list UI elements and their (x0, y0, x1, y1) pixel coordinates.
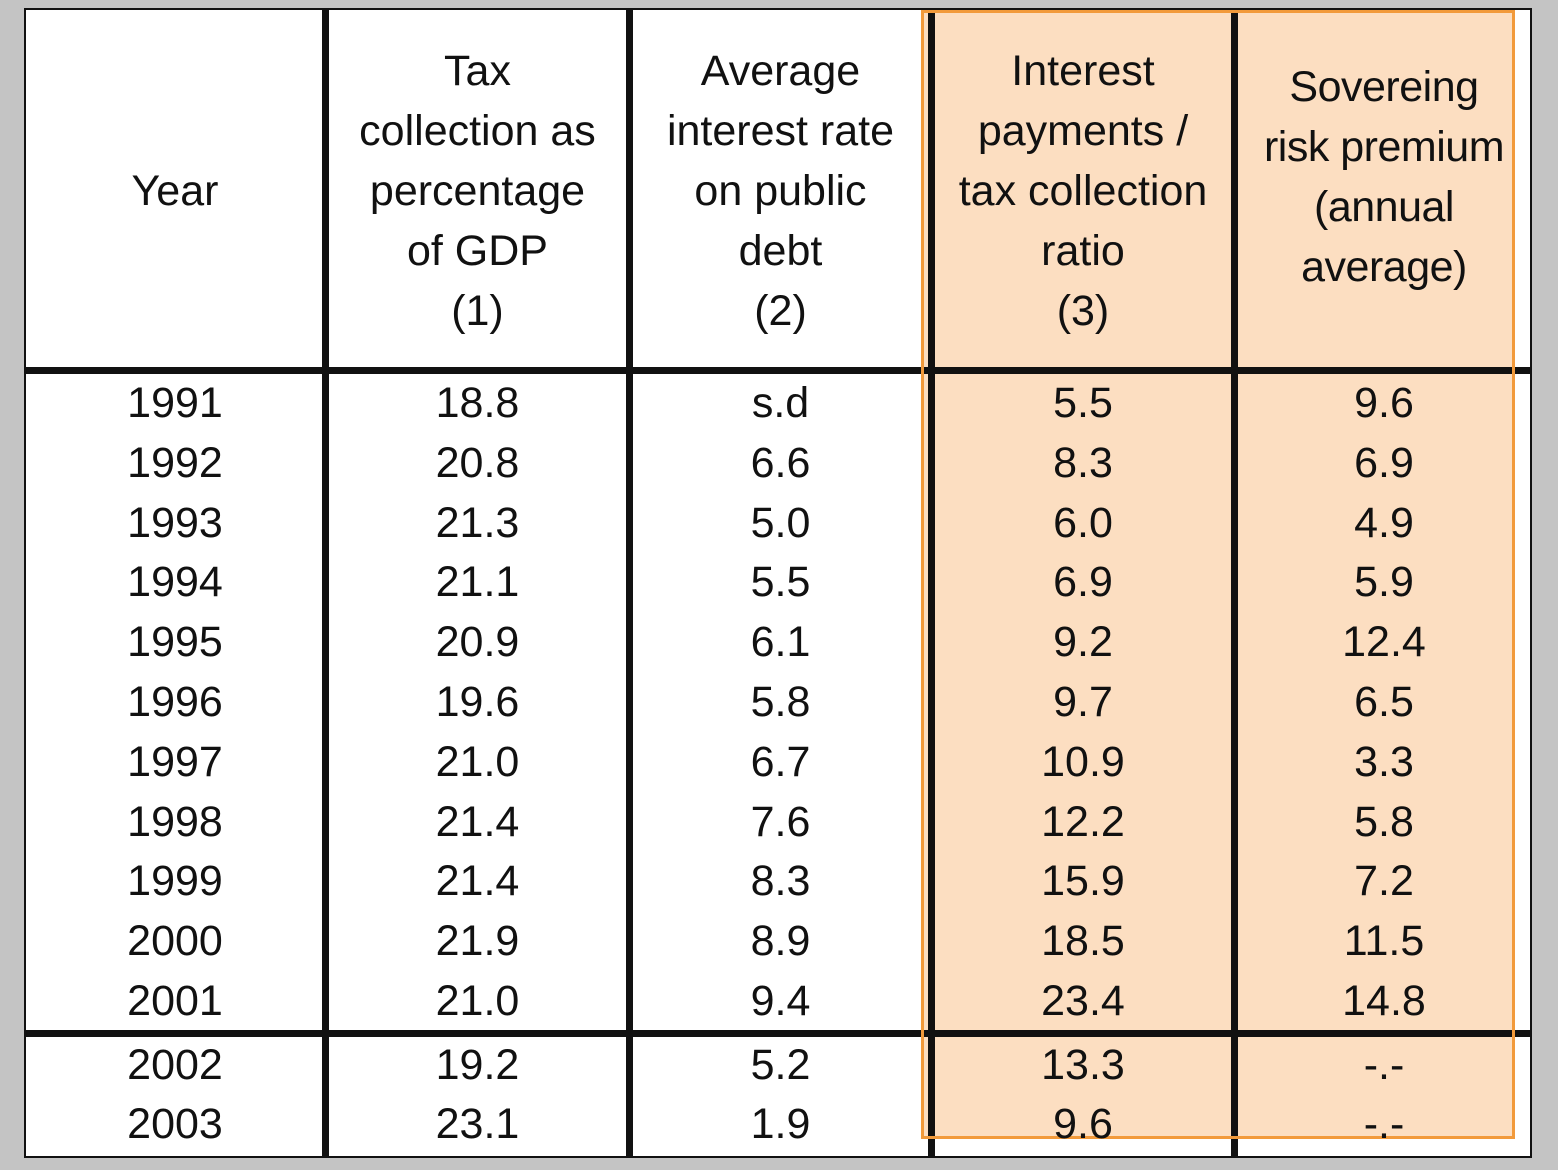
cell-year: 1991 (127, 379, 223, 427)
cell-tax: 19.2 (435, 1041, 520, 1089)
header-tax-collection: Tax collection as percentage of GDP (1) (359, 46, 596, 335)
cell-year: 1996 (127, 678, 223, 726)
cell-risk: 7.2 (1354, 857, 1414, 906)
cell-year: 2001 (127, 977, 223, 1025)
cell-risk: 11.5 (1343, 917, 1425, 966)
column-divider (928, 8, 935, 1158)
highlight-border (921, 10, 1515, 1139)
cell-rate: 8.9 (750, 917, 811, 966)
data-table (24, 8, 1532, 1158)
cell-risk: 6.9 (1354, 438, 1414, 487)
cell-year: 1997 (127, 737, 223, 786)
cell-ratio: 15.9 (1041, 857, 1125, 906)
cell-year: 1994 (127, 558, 223, 607)
cell-rate: 7.6 (750, 797, 811, 846)
cell-tax: 19.6 (435, 678, 520, 726)
header-risk-premium: Sovereing risk premium (annual average) (1263, 62, 1505, 291)
header-interest-rate: Average interest rate on public debt (2) (666, 46, 895, 335)
cell-tax: 23.1 (435, 1100, 520, 1148)
cell-tax: 21.3 (435, 498, 520, 547)
cell-tax: 20.9 (435, 618, 520, 667)
cell-tax: 21.4 (435, 797, 520, 846)
cell-rate: 5.0 (750, 498, 811, 547)
cell-risk: 12.4 (1342, 618, 1426, 667)
cell-year: 1992 (127, 438, 223, 487)
cell-risk: 14.8 (1342, 977, 1426, 1025)
cell-ratio: 6.0 (1053, 498, 1113, 547)
cell-year: 1993 (127, 498, 223, 547)
cell-year: 2003 (127, 1100, 223, 1148)
section-divider (24, 1030, 1532, 1037)
cell-ratio: 6.9 (1053, 558, 1113, 607)
highlight-fill (921, 10, 1515, 1139)
header-interest-tax-ratio: Interest payments / tax collection ratio… (958, 46, 1208, 335)
cell-rate: 9.4 (750, 977, 811, 1025)
cell-tax: 21.9 (435, 917, 520, 966)
cell-year: 1998 (127, 797, 223, 846)
cell-ratio: 23.4 (1041, 977, 1125, 1025)
cell-rate: 5.5 (750, 558, 811, 607)
column-divider (322, 8, 329, 1158)
cell-ratio: 5.5 (1053, 379, 1113, 427)
cell-tax: 21.0 (435, 977, 520, 1025)
cell-rate: 6.1 (750, 618, 811, 667)
cell-ratio: 18.5 (1041, 917, 1125, 966)
cell-rate: s.d (751, 379, 810, 427)
cell-risk: -.- (1363, 1100, 1405, 1148)
cell-ratio: 12.2 (1041, 797, 1125, 846)
column-divider (626, 8, 633, 1158)
header-divider (24, 367, 1532, 374)
cell-ratio: 10.9 (1041, 737, 1125, 786)
cell-ratio: 9.6 (1053, 1100, 1113, 1148)
cell-risk: -.- (1363, 1041, 1405, 1089)
cell-risk: 9.6 (1354, 379, 1414, 427)
cell-tax: 18.8 (435, 379, 520, 427)
cell-rate: 6.7 (750, 737, 811, 786)
cell-tax: 20.8 (435, 438, 520, 487)
column-divider (1231, 8, 1238, 1158)
cell-ratio: 13.3 (1041, 1041, 1125, 1089)
cell-tax: 21.0 (435, 737, 520, 786)
cell-tax: 21.4 (435, 857, 520, 906)
cell-risk: 4.9 (1354, 498, 1414, 547)
cell-risk: 5.8 (1354, 797, 1414, 846)
cell-risk: 6.5 (1354, 678, 1414, 726)
cell-ratio: 9.7 (1053, 678, 1113, 726)
cell-rate: 5.8 (750, 678, 811, 726)
cell-rate: 5.2 (750, 1041, 811, 1089)
cell-year: 1995 (127, 618, 223, 667)
cell-risk: 5.9 (1354, 558, 1414, 607)
header-year: Year (131, 166, 219, 215)
cell-year: 2000 (127, 917, 223, 966)
cell-year: 2002 (127, 1041, 223, 1089)
cell-risk: 3.3 (1354, 737, 1414, 786)
cell-ratio: 8.3 (1053, 438, 1113, 487)
cell-rate: 8.3 (750, 857, 811, 906)
cell-year: 1999 (127, 857, 223, 906)
cell-tax: 21.1 (435, 558, 520, 607)
cell-ratio: 9.2 (1053, 618, 1113, 667)
cell-rate: 1.9 (750, 1100, 811, 1148)
cell-rate: 6.6 (750, 438, 811, 487)
